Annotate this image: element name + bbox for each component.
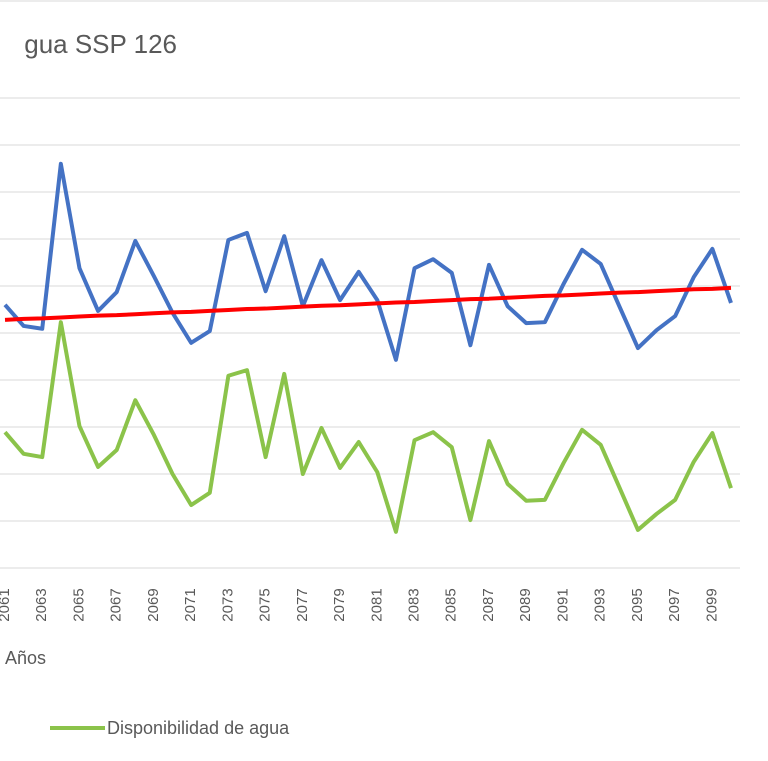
series-line	[4, 285, 732, 322]
x-tick-label: 2099	[703, 588, 720, 621]
x-tick-label: 2077	[294, 588, 311, 621]
series-line	[3, 320, 733, 534]
x-tick-label: 2069	[145, 588, 162, 621]
x-tick-label: 2067	[108, 588, 125, 621]
x-tick-label: 2093	[592, 588, 609, 621]
chart-title: gua SSP 126	[24, 29, 177, 59]
x-tick-label: 2061	[0, 588, 13, 621]
x-tick-label: 2095	[629, 588, 646, 621]
x-tick-label: 2087	[480, 588, 497, 621]
x-tick-label: 2065	[70, 588, 87, 621]
x-tick-label: 2091	[554, 588, 571, 621]
x-tick-label: 2089	[517, 588, 534, 621]
x-tick-label: 2073	[219, 588, 236, 621]
x-axis-label: Años	[5, 648, 46, 668]
x-tick-label: 2083	[406, 588, 423, 621]
x-tick-label: 2079	[331, 588, 348, 621]
x-tick-label: 2097	[666, 588, 683, 621]
legend-label: Disponibilidad de agua	[107, 718, 290, 738]
x-tick-label: 2063	[33, 588, 50, 621]
x-tick-label: 2081	[368, 588, 385, 621]
series-line	[3, 161, 733, 362]
x-tick-label: 2071	[182, 588, 199, 621]
x-tick-label: 2085	[443, 588, 460, 621]
x-tick-label: 2075	[257, 588, 274, 621]
